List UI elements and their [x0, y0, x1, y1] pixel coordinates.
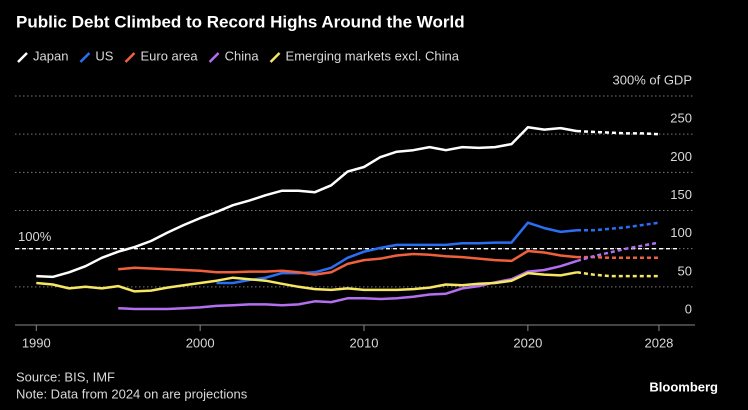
note: Note: Data from 2024 on are projections	[16, 386, 248, 401]
y-tick-label: 100	[670, 225, 692, 240]
legend-swatch	[79, 52, 91, 63]
legend-swatch	[269, 52, 281, 63]
series-line	[118, 249, 578, 276]
legend-swatch	[17, 52, 28, 63]
x-tick-label: 2000	[186, 335, 215, 350]
reference-label: 100%	[18, 229, 52, 244]
x-tick-label: 2010	[350, 335, 379, 350]
legend-label: Euro area	[140, 48, 198, 63]
legend-swatch	[124, 52, 136, 63]
x-tick-label: 2028	[644, 335, 673, 350]
projection-line	[577, 221, 660, 232]
y-tick-label: 0	[685, 301, 692, 316]
chart-title: Public Debt Climbed to Record Highs Arou…	[16, 12, 465, 31]
source: Source: BIS, IMF	[16, 369, 115, 384]
legend-swatch	[208, 52, 220, 63]
legend: Japan US Euro area China Emerging markets ex…	[17, 48, 460, 63]
y-tick-label: 250	[670, 111, 692, 126]
brand: Bloomberg	[649, 379, 718, 394]
projection-line	[577, 255, 659, 260]
series-line	[36, 126, 578, 279]
y-tick-label: 150	[670, 187, 692, 202]
projection-line	[576, 271, 659, 278]
y-tick-label: 300% of GDP	[613, 72, 693, 87]
series-line	[36, 271, 578, 293]
x-tick-label: 1990	[22, 335, 51, 350]
projection-line	[576, 241, 660, 263]
y-tick-label: 200	[670, 149, 692, 164]
x-tick-label: 2020	[513, 335, 542, 350]
series-line	[216, 221, 578, 285]
legend-label: Japan	[33, 48, 68, 63]
legend-label: China	[225, 48, 260, 63]
y-tick-label: 50	[678, 263, 692, 278]
legend-label: US	[95, 48, 113, 63]
projection-line	[576, 129, 660, 136]
legend-label: Emerging markets excl. China	[286, 48, 460, 63]
